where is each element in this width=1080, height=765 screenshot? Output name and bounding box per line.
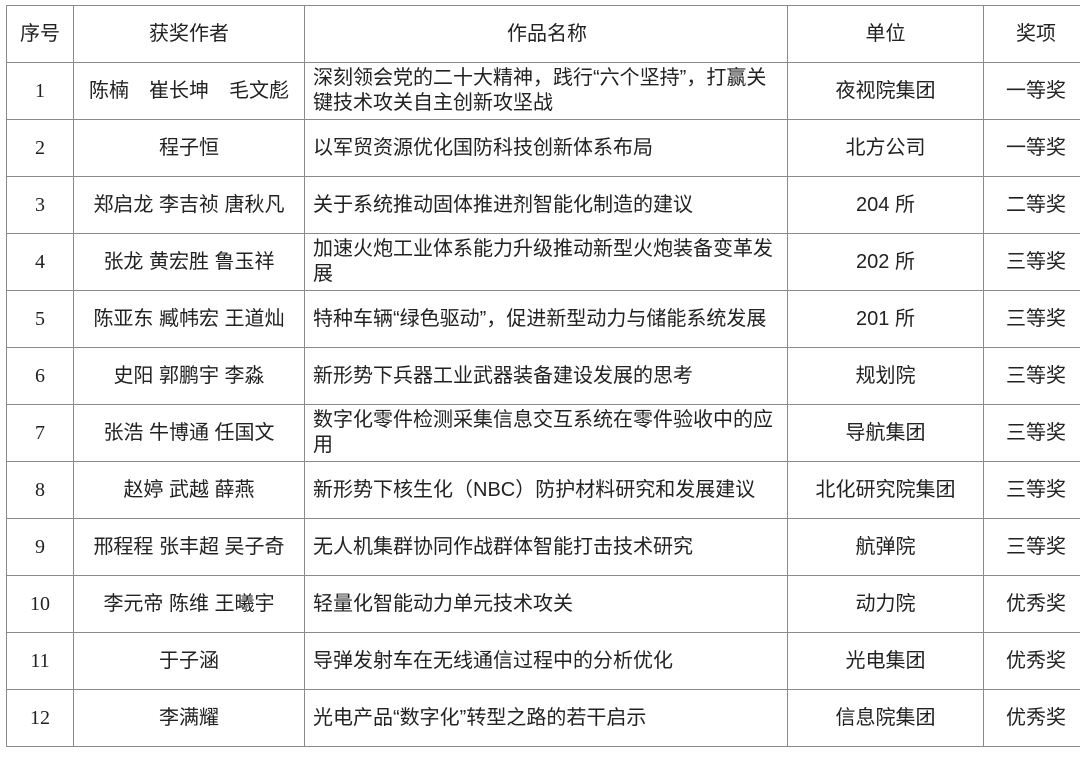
row-award: 优秀奖: [983, 632, 1080, 690]
awards-table: 序号 获奖作者 作品名称 单位 奖项 1 陈楠 崔长坤 毛文彪 深刻领会党的二十大精…: [6, 5, 1080, 747]
row-unit: 光电集团: [787, 632, 984, 690]
row-title: 新形势下核生化（NBC）防护材料研究和发展建议: [304, 461, 788, 519]
table-row: 10 李元帝 陈维 王曦宇 轻量化智能动力单元技术攻关 动力院 优秀奖: [6, 575, 1080, 633]
row-title: 无人机集群协同作战群体智能打击技术研究: [304, 518, 788, 576]
row-award: 二等奖: [983, 176, 1080, 234]
row-authors: 张浩 牛博通 任国文: [73, 404, 305, 462]
header-unit: 单位: [787, 5, 984, 63]
table-row: 9 邢程程 张丰超 吴子奇 无人机集群协同作战群体智能打击技术研究 航弹院 三等奖: [6, 518, 1080, 576]
row-title: 特种车辆“绿色驱动”，促进新型动力与储能系统发展: [304, 290, 788, 348]
row-award: 优秀奖: [983, 575, 1080, 633]
row-number: 9: [6, 518, 74, 576]
row-authors: 史阳 郭鹏宇 李淼: [73, 347, 305, 405]
row-title: 轻量化智能动力单元技术攻关: [304, 575, 788, 633]
row-authors: 陈亚东 臧帏宏 王道灿: [73, 290, 305, 348]
row-unit: 202 所: [787, 233, 984, 291]
row-number: 4: [6, 233, 74, 291]
header-authors: 获奖作者: [73, 5, 305, 63]
row-authors: 于子涵: [73, 632, 305, 690]
row-award: 三等奖: [983, 404, 1080, 462]
row-authors: 程子恒: [73, 119, 305, 177]
table-row: 6 史阳 郭鹏宇 李淼 新形势下兵器工业武器装备建设发展的思考 规划院 三等奖: [6, 347, 1080, 405]
table-row: 12 李满耀 光电产品“数字化”转型之路的若干启示 信息院集团 优秀奖: [6, 689, 1080, 747]
row-unit: 动力院: [787, 575, 984, 633]
row-number: 3: [6, 176, 74, 234]
table-row: 2 程子恒 以军贸资源优化国防科技创新体系布局 北方公司 一等奖: [6, 119, 1080, 177]
row-award: 优秀奖: [983, 689, 1080, 747]
row-number: 8: [6, 461, 74, 519]
row-award: 三等奖: [983, 518, 1080, 576]
table-row: 8 赵婷 武越 薛燕 新形势下核生化（NBC）防护材料研究和发展建议 北化研究院集团三…: [6, 461, 1080, 519]
row-title: 数字化零件检测采集信息交互系统在零件验收中的应用: [304, 404, 788, 462]
table-row: 1 陈楠 崔长坤 毛文彪 深刻领会党的二十大精神，践行“六个坚持”，打赢关键技术攻关…: [6, 62, 1080, 120]
row-unit: 201 所: [787, 290, 984, 348]
row-unit: 信息院集团: [787, 689, 984, 747]
row-title: 加速火炮工业体系能力升级推动新型火炮装备变革发展: [304, 233, 788, 291]
row-number: 12: [6, 689, 74, 747]
row-unit: 204 所: [787, 176, 984, 234]
row-number: 2: [6, 119, 74, 177]
table-row: 11 于子涵 导弹发射车在无线通信过程中的分析优化 光电集团 优秀奖: [6, 632, 1080, 690]
row-title: 新形势下兵器工业武器装备建设发展的思考: [304, 347, 788, 405]
row-unit: 航弹院: [787, 518, 984, 576]
row-number: 10: [6, 575, 74, 633]
row-number: 11: [6, 632, 74, 690]
row-title: 深刻领会党的二十大精神，践行“六个坚持”，打赢关键技术攻关自主创新攻坚战: [304, 62, 788, 120]
table-row: 7 张浩 牛博通 任国文 数字化零件检测采集信息交互系统在零件验收中的应用 导航集团三…: [6, 404, 1080, 462]
table-row: 5 陈亚东 臧帏宏 王道灿 特种车辆“绿色驱动”，促进新型动力与储能系统发展 201 …: [6, 290, 1080, 348]
row-authors: 李满耀: [73, 689, 305, 747]
row-authors: 陈楠 崔长坤 毛文彪: [73, 62, 305, 120]
header-row: 序号 获奖作者 作品名称 单位 奖项: [6, 5, 1080, 63]
row-authors: 张龙 黄宏胜 鲁玉祥: [73, 233, 305, 291]
header-no: 序号: [6, 5, 74, 63]
row-number: 6: [6, 347, 74, 405]
row-authors: 邢程程 张丰超 吴子奇: [73, 518, 305, 576]
row-award: 三等奖: [983, 461, 1080, 519]
row-unit: 导航集团: [787, 404, 984, 462]
row-unit: 北化研究院集团: [787, 461, 984, 519]
row-authors: 郑启龙 李吉祯 唐秋凡: [73, 176, 305, 234]
row-award: 一等奖: [983, 62, 1080, 120]
row-number: 5: [6, 290, 74, 348]
row-title: 导弹发射车在无线通信过程中的分析优化: [304, 632, 788, 690]
table-row: 3 郑启龙 李吉祯 唐秋凡 关于系统推动固体推进剂智能化制造的建议 204 所二等奖: [6, 176, 1080, 234]
row-number: 1: [6, 62, 74, 120]
row-authors: 赵婷 武越 薛燕: [73, 461, 305, 519]
row-unit: 夜视院集团: [787, 62, 984, 120]
row-number: 7: [6, 404, 74, 462]
row-award: 三等奖: [983, 347, 1080, 405]
row-award: 三等奖: [983, 290, 1080, 348]
row-unit: 北方公司: [787, 119, 984, 177]
row-award: 一等奖: [983, 119, 1080, 177]
table-row: 4 张龙 黄宏胜 鲁玉祥 加速火炮工业体系能力升级推动新型火炮装备变革发展 202 所…: [6, 233, 1080, 291]
row-title: 光电产品“数字化”转型之路的若干启示: [304, 689, 788, 747]
row-title: 以军贸资源优化国防科技创新体系布局: [304, 119, 788, 177]
row-authors: 李元帝 陈维 王曦宇: [73, 575, 305, 633]
header-award: 奖项: [983, 5, 1080, 63]
row-unit: 规划院: [787, 347, 984, 405]
header-title: 作品名称: [304, 5, 788, 63]
row-title: 关于系统推动固体推进剂智能化制造的建议: [304, 176, 788, 234]
row-award: 三等奖: [983, 233, 1080, 291]
